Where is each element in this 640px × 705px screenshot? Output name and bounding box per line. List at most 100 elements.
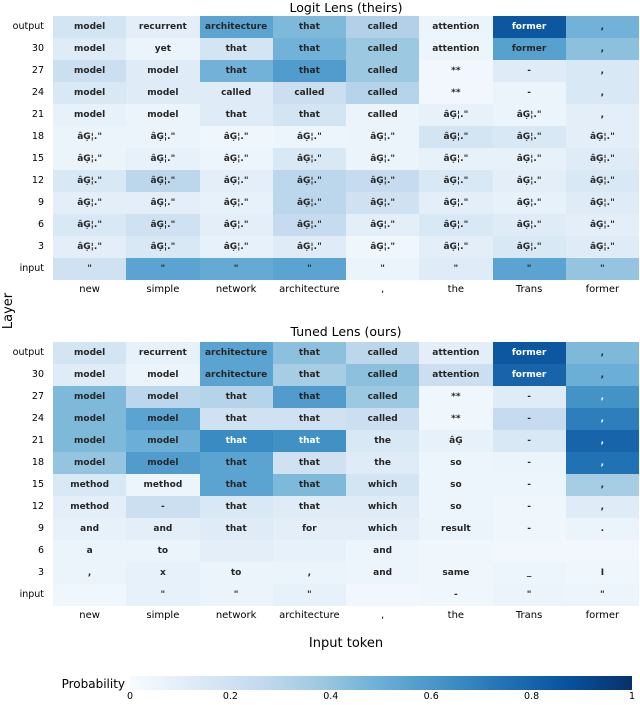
- heatmap-cell: that: [199, 496, 273, 518]
- heatmap-cell: -: [492, 430, 566, 452]
- heatmap-cell: [346, 584, 420, 606]
- row-label: 6: [37, 219, 44, 230]
- heatmap-cell: -: [126, 496, 200, 518]
- heatmap-cell: and: [346, 540, 420, 562]
- heatmap-cell: model: [53, 386, 127, 408]
- heatmap-cell: âĢ¦.": [419, 126, 493, 148]
- heatmap-cell: âĢ¦.": [199, 170, 273, 192]
- heatmap-cell: attention: [419, 16, 493, 38]
- row-label: 24: [31, 413, 44, 424]
- heatmap-cell: âĢ¦.": [565, 148, 639, 170]
- bottom-heatmap-col-labels: new simple network architecture, the Trans for…: [53, 609, 639, 623]
- heatmap-cell: that: [199, 430, 273, 452]
- heatmap-cell: ,: [565, 452, 639, 474]
- heatmap-cell: ": [565, 584, 639, 606]
- heatmap-cell: that: [199, 60, 273, 82]
- heatmap-cell: model: [53, 342, 127, 364]
- heatmap-cell: ": [419, 258, 493, 280]
- colorbar-tick: 0.8: [524, 691, 540, 702]
- heatmap-cell: âĢ¦.": [419, 104, 493, 126]
- heatmap-cell: âĢ¦.": [53, 170, 127, 192]
- row-label: 30: [31, 369, 44, 380]
- heatmap-cell: attention: [419, 38, 493, 60]
- heatmap-cell: that: [199, 104, 273, 126]
- heatmap-cell: âĢ¦.": [126, 236, 200, 258]
- heatmap-cell: model: [126, 452, 200, 474]
- heatmap-cell: method: [126, 474, 200, 496]
- row-label: 21: [31, 435, 44, 446]
- col-label: ,: [381, 610, 385, 621]
- row-label: input: [19, 589, 44, 600]
- row-label: 6: [37, 545, 44, 556]
- heatmap-cell: ,: [565, 16, 639, 38]
- heatmap-cell: method: [53, 496, 127, 518]
- heatmap-cell: âĢ¦.": [492, 126, 566, 148]
- colorbar-gradient: [130, 676, 632, 690]
- heatmap-cell: method: [53, 474, 127, 496]
- heatmap-cell: called: [346, 408, 420, 430]
- heatmap-cell: ": [346, 258, 420, 280]
- heatmap-cell: that: [272, 16, 346, 38]
- heatmap-cell: âĢ¦.": [272, 148, 346, 170]
- bottom-heatmap-row-labels: output 30 27 24 21 18 15 12 9 6 3 input: [0, 342, 49, 606]
- heatmap-cell: former: [492, 16, 566, 38]
- heatmap-cell: model: [53, 430, 127, 452]
- heatmap-cell: that: [272, 430, 346, 452]
- heatmap-cell: architecture: [199, 364, 273, 386]
- heatmap-cell: .: [565, 518, 639, 540]
- heatmap-cell: âĢ¦.": [272, 214, 346, 236]
- heatmap-cell: model: [53, 364, 127, 386]
- col-label: former: [585, 610, 620, 621]
- top-heatmap-grid: model recurrent architecture that called atte…: [53, 16, 639, 280]
- heatmap-cell: âĢ¦.": [346, 126, 420, 148]
- heatmap-cell: yet: [126, 38, 200, 60]
- heatmap-cell: called: [346, 16, 420, 38]
- heatmap-cell: that: [272, 38, 346, 60]
- heatmap-cell: ": [492, 584, 566, 606]
- heatmap-cell: so: [419, 474, 493, 496]
- heatmap-cell: âĢ¦.": [492, 170, 566, 192]
- row-label: input: [19, 263, 44, 274]
- heatmap-cell: âĢ¦.": [346, 170, 420, 192]
- heatmap-cell: model: [126, 430, 200, 452]
- heatmap-cell: called: [272, 82, 346, 104]
- heatmap-cell: ,: [565, 364, 639, 386]
- heatmap-cell: model: [126, 82, 200, 104]
- col-label: new: [79, 610, 100, 621]
- heatmap-cell: to: [199, 562, 273, 584]
- bottom-heatmap-grid: model recurrent architecture that called atte…: [53, 342, 639, 606]
- bottom-heatmap-title: Tuned Lens (ours): [290, 324, 402, 339]
- heatmap-cell: âĢ¦.": [53, 236, 127, 258]
- heatmap-cell: result: [419, 518, 493, 540]
- row-label: 9: [37, 523, 44, 534]
- heatmap-cell: architecture: [199, 342, 273, 364]
- heatmap-cell: which: [346, 518, 420, 540]
- heatmap-cell: ,: [565, 408, 639, 430]
- heatmap-cell: called: [199, 82, 273, 104]
- heatmap-cell: attention: [419, 342, 493, 364]
- row-label: 27: [31, 391, 44, 402]
- heatmap-cell: which: [346, 474, 420, 496]
- row-label: 12: [31, 501, 44, 512]
- heatmap-cell: ": [199, 584, 273, 606]
- heatmap-cell: that: [199, 38, 273, 60]
- heatmap-cell: [565, 540, 639, 562]
- x-axis-label: Input token: [308, 636, 384, 651]
- top-heatmap-title: Logit Lens (theirs): [289, 0, 403, 15]
- heatmap-cell: ,: [53, 562, 127, 584]
- heatmap-cell: former: [492, 342, 566, 364]
- heatmap-cell: -: [492, 82, 566, 104]
- heatmap-cell: âĢ¦.": [126, 126, 200, 148]
- heatmap-cell: âĢ: [419, 430, 493, 452]
- heatmap-cell: âĢ¦.": [53, 214, 127, 236]
- colorbar-label: Probability: [61, 677, 125, 691]
- col-label: network: [215, 610, 257, 621]
- heatmap-cell: ": [492, 258, 566, 280]
- heatmap-cell: model: [53, 408, 127, 430]
- heatmap-cell: -: [492, 60, 566, 82]
- row-label: 30: [31, 43, 44, 54]
- heatmap-cell: **: [419, 386, 493, 408]
- heatmap-cell: that: [272, 452, 346, 474]
- heatmap-cell: ": [272, 258, 346, 280]
